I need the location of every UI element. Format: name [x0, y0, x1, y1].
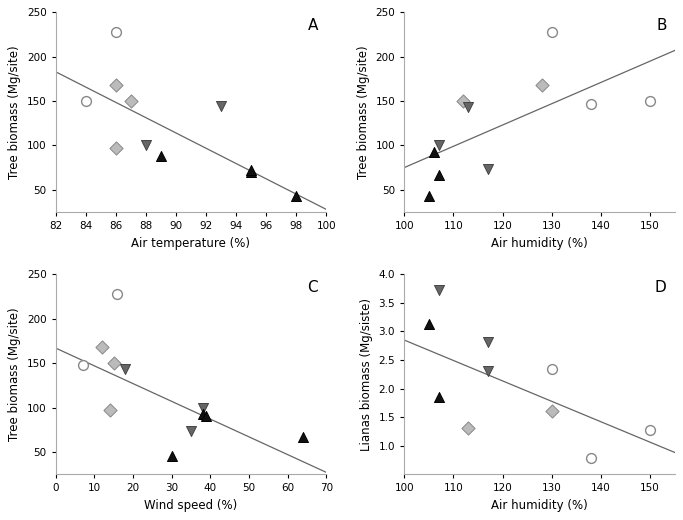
- X-axis label: Air humidity (%): Air humidity (%): [491, 237, 588, 250]
- Point: [428, 148, 439, 156]
- Point: [482, 367, 493, 375]
- Point: [423, 192, 434, 200]
- Point: [77, 361, 88, 369]
- Point: [216, 102, 227, 111]
- Point: [645, 97, 656, 105]
- Point: [546, 365, 557, 373]
- Point: [423, 320, 434, 328]
- Point: [111, 28, 122, 36]
- Point: [433, 171, 444, 179]
- Point: [462, 424, 473, 433]
- Point: [433, 393, 444, 401]
- Point: [246, 166, 257, 174]
- X-axis label: Air temperature (%): Air temperature (%): [131, 237, 251, 250]
- Point: [120, 365, 130, 373]
- Text: C: C: [307, 280, 318, 295]
- Point: [462, 103, 473, 111]
- Point: [482, 165, 493, 174]
- Point: [104, 406, 115, 414]
- Point: [585, 99, 596, 108]
- Point: [111, 81, 122, 89]
- Point: [585, 454, 596, 462]
- Point: [291, 192, 302, 200]
- Point: [126, 97, 137, 105]
- Point: [546, 407, 557, 415]
- Point: [536, 81, 547, 89]
- Point: [645, 425, 656, 434]
- Text: D: D: [655, 280, 667, 295]
- Point: [458, 97, 469, 105]
- Point: [108, 359, 119, 367]
- Point: [166, 452, 177, 461]
- Point: [197, 404, 208, 412]
- Point: [141, 141, 152, 150]
- Point: [433, 141, 444, 150]
- Point: [197, 410, 208, 418]
- Point: [298, 433, 309, 441]
- X-axis label: Wind speed (%): Wind speed (%): [144, 499, 238, 512]
- Text: A: A: [307, 18, 318, 33]
- Text: B: B: [656, 18, 667, 33]
- Point: [201, 412, 212, 421]
- Y-axis label: Tree biomass (Mg/site): Tree biomass (Mg/site): [8, 45, 21, 179]
- Point: [246, 168, 257, 176]
- Y-axis label: Tree biomass (Mg/site): Tree biomass (Mg/site): [357, 45, 370, 179]
- Point: [482, 337, 493, 346]
- Point: [546, 28, 557, 36]
- Point: [112, 290, 123, 298]
- Y-axis label: Tree biomass (Mg/site): Tree biomass (Mg/site): [8, 307, 21, 441]
- Point: [111, 144, 122, 152]
- Point: [96, 343, 107, 352]
- Y-axis label: Lianas biomass (Mg/siste): Lianas biomass (Mg/siste): [360, 298, 373, 451]
- X-axis label: Air humidity (%): Air humidity (%): [491, 499, 588, 512]
- Point: [156, 152, 167, 160]
- Point: [186, 427, 197, 436]
- Point: [433, 286, 444, 294]
- Point: [81, 97, 92, 105]
